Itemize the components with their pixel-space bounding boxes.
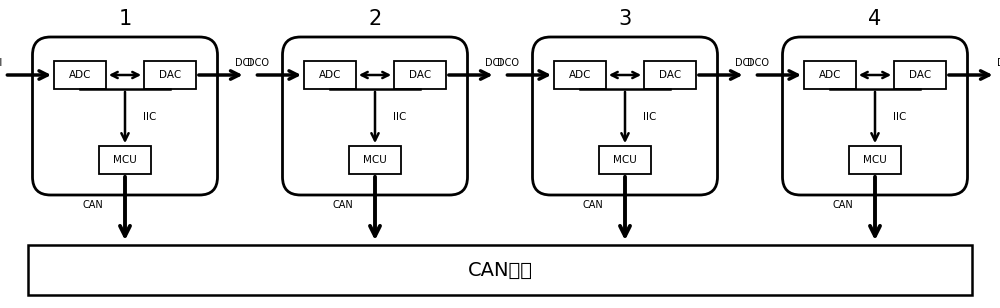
Text: CAN: CAN: [582, 200, 603, 209]
Bar: [644, 61, 696, 89]
Text: DCI: DCI: [235, 58, 252, 68]
Text: DCI: DCI: [0, 58, 2, 68]
Text: IIC: IIC: [893, 112, 906, 123]
Text: 4: 4: [868, 9, 882, 29]
Text: DCI: DCI: [485, 58, 503, 68]
Text: DAC: DAC: [659, 70, 681, 80]
Text: MCU: MCU: [113, 155, 137, 165]
Text: CAN: CAN: [832, 200, 853, 209]
Text: DAC: DAC: [159, 70, 181, 80]
Bar: [394, 61, 446, 89]
Bar: [304, 61, 356, 89]
Bar: [54, 61, 106, 89]
Bar: [804, 61, 856, 89]
FancyBboxPatch shape: [782, 37, 968, 195]
Text: DCO: DCO: [748, 58, 770, 68]
Text: MCU: MCU: [613, 155, 637, 165]
FancyBboxPatch shape: [283, 37, 468, 195]
Bar: [144, 61, 196, 89]
Bar: [99, 146, 151, 174]
Text: IIC: IIC: [643, 112, 656, 123]
Text: MCU: MCU: [363, 155, 387, 165]
Text: DCO: DCO: [998, 58, 1000, 68]
Text: DCI: DCI: [735, 58, 753, 68]
Bar: [599, 146, 651, 174]
FancyBboxPatch shape: [532, 37, 718, 195]
Bar: [849, 146, 901, 174]
Bar: [28, 245, 972, 295]
Text: DAC: DAC: [909, 70, 931, 80]
Text: ADC: ADC: [569, 70, 591, 80]
Bar: [554, 61, 606, 89]
Text: ADC: ADC: [819, 70, 841, 80]
Text: CAN: CAN: [332, 200, 353, 209]
Text: 1: 1: [118, 9, 132, 29]
Bar: [894, 61, 946, 89]
Bar: [349, 146, 401, 174]
Text: DCO: DCO: [498, 58, 520, 68]
Text: CAN总线: CAN总线: [468, 261, 532, 279]
Text: IIC: IIC: [393, 112, 406, 123]
FancyBboxPatch shape: [32, 37, 218, 195]
Text: CAN: CAN: [82, 200, 103, 209]
Text: DAC: DAC: [409, 70, 431, 80]
Text: MCU: MCU: [863, 155, 887, 165]
Text: IIC: IIC: [143, 112, 156, 123]
Text: 2: 2: [368, 9, 382, 29]
Text: ADC: ADC: [319, 70, 341, 80]
Text: 3: 3: [618, 9, 632, 29]
Text: DCO: DCO: [248, 58, 270, 68]
Text: ADC: ADC: [69, 70, 91, 80]
